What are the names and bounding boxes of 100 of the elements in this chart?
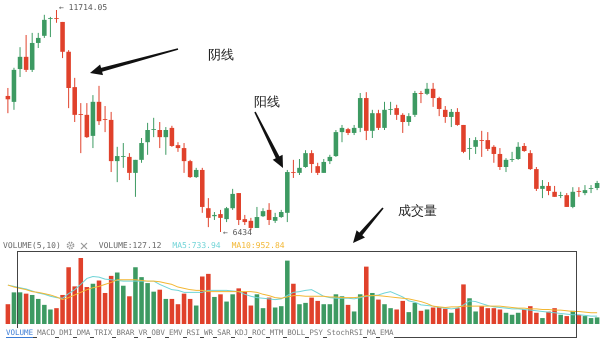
candlestick — [436, 96, 442, 117]
annotation: 阳线 — [254, 94, 280, 111]
bar — [370, 292, 375, 324]
bar — [303, 302, 308, 324]
candlestick — [206, 198, 211, 228]
candlestick — [84, 102, 90, 138]
candlestick — [594, 180, 600, 191]
legend-title: VOLUME(5,10) — [3, 241, 61, 250]
candlestick — [254, 206, 260, 228]
bar — [424, 309, 430, 324]
candlestick — [157, 122, 162, 149]
candlestick — [540, 180, 545, 199]
bar — [346, 304, 350, 324]
bar — [449, 312, 454, 324]
candlestick — [570, 186, 576, 209]
candlestick — [291, 159, 296, 178]
text: MA10:952.84 — [232, 241, 285, 250]
candlestick — [424, 82, 430, 96]
annotation: 成交量 — [398, 203, 437, 220]
bar — [376, 300, 381, 324]
bar — [127, 296, 132, 324]
candlestick — [145, 122, 150, 156]
bar — [12, 292, 16, 324]
bar — [418, 310, 424, 324]
bar — [90, 284, 96, 324]
bar — [212, 296, 217, 324]
candlestick — [510, 151, 514, 162]
bar — [291, 284, 296, 324]
candlestick — [400, 112, 406, 134]
candlestick — [194, 167, 198, 178]
candlestick — [127, 152, 132, 181]
candlestick — [139, 137, 144, 164]
candlestick — [48, 16, 53, 38]
candlestick — [42, 14, 47, 38]
candlestick — [188, 159, 192, 178]
candlestick — [309, 150, 314, 174]
candlestick — [151, 117, 156, 138]
bar — [558, 314, 563, 324]
candlestick — [564, 192, 570, 208]
bar — [218, 294, 223, 324]
candlestick — [442, 106, 448, 124]
candlestick — [449, 108, 454, 128]
bar — [24, 294, 28, 324]
candlestick — [370, 109, 375, 138]
candlestick — [576, 186, 582, 198]
candlestick — [328, 154, 332, 165]
candlestick — [467, 137, 472, 160]
annotation: 阴线 — [208, 47, 234, 64]
candlestick — [528, 150, 533, 170]
bar — [194, 306, 198, 324]
candlestick — [164, 126, 168, 156]
candlestick — [582, 184, 588, 196]
candlestick — [534, 166, 539, 192]
candlestick — [504, 158, 508, 173]
candlestick — [406, 112, 412, 126]
candlestick — [552, 185, 557, 198]
candlestick — [266, 202, 272, 226]
candlestick — [455, 108, 460, 126]
bar — [364, 266, 369, 324]
candlestick — [54, 10, 59, 24]
text: VOLUME:127.12 — [98, 241, 162, 250]
text: MA5:733.94 — [172, 241, 221, 250]
bar — [297, 304, 302, 324]
annotation: ← 11714.05 — [59, 3, 108, 12]
candlestick — [224, 206, 229, 223]
candlestick — [340, 124, 344, 143]
candlestick — [182, 142, 186, 174]
candlestick — [230, 188, 235, 210]
bar — [266, 298, 272, 324]
bar — [540, 318, 545, 324]
candlestick — [388, 101, 393, 116]
candlestick — [303, 150, 308, 168]
candlestick — [321, 158, 326, 174]
candlestick — [18, 46, 22, 78]
candlestick — [394, 104, 399, 120]
candlestick — [516, 142, 520, 160]
candlestick — [430, 82, 436, 108]
candlestick — [498, 148, 502, 170]
candlestick — [133, 159, 138, 198]
candlestick — [24, 34, 28, 72]
annotation: ← 6434 — [223, 228, 252, 237]
bar — [6, 304, 10, 324]
bar — [18, 292, 22, 324]
candlestick — [315, 162, 320, 176]
candlestick — [546, 182, 551, 196]
candlestick — [272, 212, 278, 224]
candlestick — [412, 90, 418, 118]
bar — [164, 298, 168, 324]
candlestick — [376, 109, 381, 130]
candlestick — [352, 124, 356, 136]
bar — [564, 316, 570, 324]
candlestick — [36, 32, 41, 49]
candlestick — [334, 130, 338, 158]
candlestick — [473, 136, 478, 154]
candlestick — [218, 209, 223, 232]
candlestick — [297, 158, 302, 176]
bar — [582, 316, 588, 324]
candlestick — [6, 87, 10, 114]
candlestick — [418, 90, 424, 104]
candlestick — [382, 101, 387, 130]
